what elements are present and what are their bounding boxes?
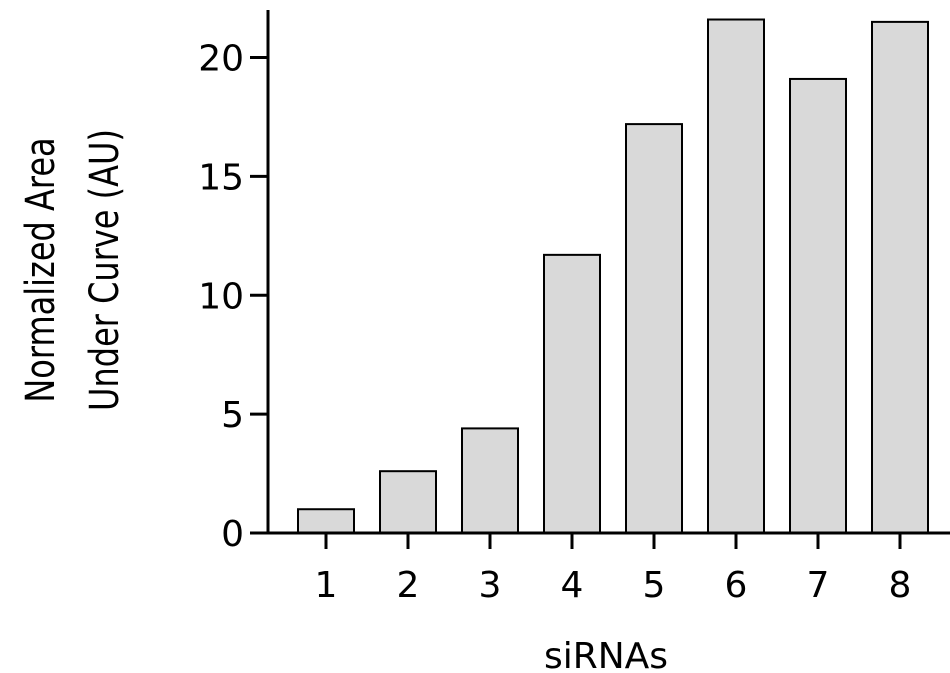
x-tick-label-3: 3	[479, 565, 502, 606]
bar-1	[297, 508, 355, 534]
x-tick-label-4: 4	[561, 565, 584, 606]
x-tick-label-1: 1	[315, 565, 338, 606]
x-tick-label-8: 8	[889, 565, 912, 606]
bar-3	[461, 427, 519, 534]
y-tick-label-20: 20	[198, 39, 244, 80]
x-axis-title: siRNAs	[544, 636, 668, 673]
bar-2	[379, 470, 437, 535]
x-tick-label-5: 5	[643, 565, 666, 606]
bar-6	[707, 18, 765, 534]
y-axis-title-line-1: Normalized Area	[16, 137, 63, 402]
y-tick-label-15: 15	[198, 157, 244, 198]
bar-4	[543, 253, 601, 534]
y-axis-ticks: 0 5 10 15 20	[198, 39, 268, 555]
x-tick-label-7: 7	[807, 565, 830, 606]
bar-8	[871, 20, 929, 535]
y-tick-label-10: 10	[198, 276, 244, 317]
x-tick-label-2: 2	[397, 565, 420, 606]
x-axis-ticks: 1 2 3 4 5 6 7 8	[315, 533, 912, 606]
bars-group	[297, 18, 929, 535]
bar-5	[625, 123, 683, 534]
y-tick-label-5: 5	[221, 395, 244, 436]
y-axis-title: Normalized Area Under Curve (AU)	[16, 129, 127, 411]
x-tick-label-6: 6	[725, 565, 748, 606]
y-tick-label-0: 0	[221, 514, 244, 555]
y-axis-title-line-2: Under Curve (AU)	[80, 129, 127, 411]
bar-7	[789, 77, 847, 534]
